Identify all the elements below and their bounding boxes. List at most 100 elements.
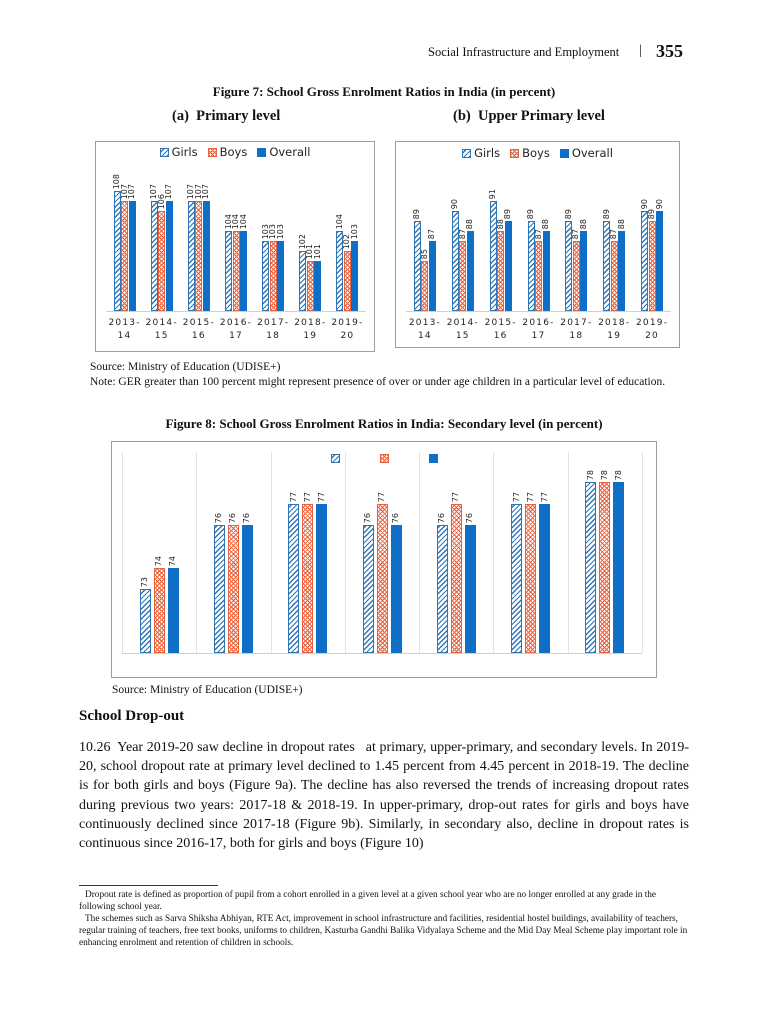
x-tick-label: 2014-15 [145,318,178,341]
data-label: 76 [465,513,475,524]
data-label: 87 [609,229,619,240]
data-label: 78 [613,470,623,481]
data-label: 76 [437,513,447,524]
bar [128,201,136,311]
data-label: 77 [316,491,326,502]
bar [572,241,580,311]
bar [489,201,497,311]
bar [158,211,166,311]
bar [269,241,277,311]
x-tick-label: 2014-15 [446,318,479,341]
data-label: 89 [563,209,573,220]
legend-item: Overall [559,146,613,160]
legend: Girls Boys Overall [396,146,679,160]
x-tick-label: 2019-20 [331,318,364,341]
bar [343,251,351,311]
data-label: 87 [533,229,543,240]
axis-baseline [106,311,366,312]
source: Source: Ministry of Education (UDISE+) [112,684,303,696]
data-label: 107 [127,184,137,200]
bar [277,241,285,311]
bar [351,241,359,311]
data-label: 78 [599,470,609,481]
bar [376,503,388,653]
legend-swatch [159,147,169,157]
bar [225,231,232,311]
data-label: 74 [154,555,164,566]
data-label: 90 [450,199,460,210]
bar [421,261,429,311]
data-label: 104 [238,214,248,230]
data-label: 77 [451,491,461,502]
legend-item: Overall [257,145,310,159]
bar [504,221,512,311]
data-label: 87 [571,229,581,240]
category-divider [270,452,272,653]
legend-item: Girls [462,146,500,160]
data-label: 77 [302,491,312,502]
data-label: 87 [427,229,437,240]
data-label: 73 [140,577,150,588]
data-label: 107 [164,184,174,200]
bar [539,503,551,653]
data-label: 74 [168,555,178,566]
data-label: 87 [457,229,467,240]
data-label: 77 [539,491,549,502]
bar [436,525,448,653]
bar [610,241,618,311]
bar [641,211,649,311]
x-tick-label: 2018-19 [294,318,327,341]
legend-swatch [379,454,389,463]
category-divider [642,452,643,653]
data-label: 91 [488,189,498,200]
data-label: 88 [495,219,505,230]
x-tick-label: 2013-14 [108,318,141,341]
bar [585,482,597,653]
bar [648,221,656,311]
bar [113,191,121,311]
data-label: 103 [349,224,359,240]
data-label: 76 [391,513,400,524]
legend-item [428,454,438,463]
bar [535,241,542,311]
data-label: 89 [412,209,422,220]
chart: Girls Boys Overall 2013-14 89 85 87 2014-15 90 87… [395,141,680,348]
chart-title: (a) Primary level [172,108,281,124]
figure-title: Figure 7: School Gross Enrolment Ratios … [212,84,556,99]
data-label: 88 [578,219,588,230]
bar [428,241,436,311]
x-tick-label: 2019-20 [635,318,669,341]
note: Note: GER greater than 100 percent might… [90,376,666,388]
bar [511,503,523,653]
chart: 73 74 74 76 76 76 77 77 77 76 77 76 76 77 76 77 77 77 78 78… [111,441,657,678]
data-label: 76 [242,513,252,524]
x-tick-label: 2015-16 [484,318,517,341]
data-label: 76 [214,513,224,524]
bar [613,482,625,653]
x-tick-label: 2015-16 [182,318,215,341]
bar [542,231,550,311]
bar [527,221,535,311]
bar [202,201,210,311]
bar [288,503,300,653]
bar [306,261,314,311]
legend-item [330,454,340,463]
data-label: 77 [511,491,521,502]
running-header: Social Infrastructure and Employment [428,45,620,59]
page-number: 355 [656,41,683,61]
bar [241,525,253,653]
x-tick-label: 2013-14 [408,318,441,341]
data-label: 76 [228,513,238,524]
source: Source: Ministry of Education (UDISE+) [90,361,281,373]
bar [497,231,505,311]
axis-baseline [122,653,642,654]
section-heading: School Drop-out [79,708,185,724]
legend-label: Boys [219,145,248,159]
chart-title: (b) Upper Primary level [453,108,605,124]
bar [618,231,626,311]
data-label: 77 [525,491,535,502]
data-label: 103 [275,224,285,240]
bar [299,251,307,311]
header-separator: | [639,43,642,58]
legend-swatch [462,148,472,158]
